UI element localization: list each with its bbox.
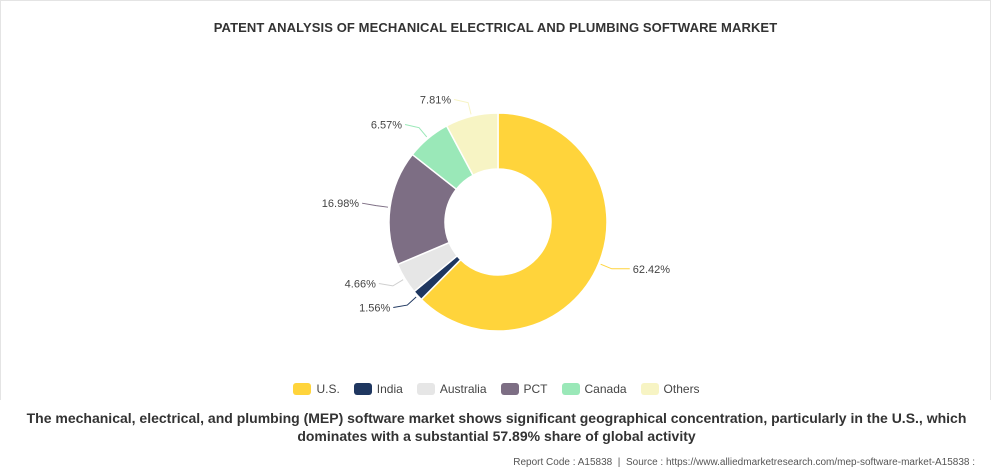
legend-swatch-pct [500, 383, 519, 395]
legend-item-australia[interactable]: Australia [416, 382, 487, 396]
legend-swatch-india [353, 383, 372, 395]
leader-india [393, 296, 417, 308]
source-line: Report Code : A15838 | Source : https://… [513, 457, 975, 468]
data-label-india: 1.56% [359, 302, 390, 314]
legend-item-pct[interactable]: PCT [500, 382, 548, 396]
legend-swatch-others [640, 383, 659, 395]
legend-label-india: India [376, 382, 403, 396]
data-label-canada: 6.57% [371, 119, 402, 131]
legend-swatch-u-s [293, 383, 312, 395]
report-code: Report Code : A15838 [513, 457, 613, 468]
chart-caption: The mechanical, electrical, and plumbing… [26, 410, 967, 444]
leader-pct [362, 202, 389, 208]
source-separator: | [617, 457, 621, 468]
leader-australia [378, 279, 404, 287]
slice-u-s[interactable] [420, 112, 608, 332]
legend-item-u-s[interactable]: U.S. [293, 382, 340, 396]
leader-others [454, 98, 472, 115]
data-label-others: 7.81% [420, 94, 451, 106]
leader-u-s [600, 263, 630, 270]
data-label-pct: 16.98% [322, 198, 360, 210]
legend-item-canada[interactable]: Canada [561, 382, 627, 396]
legend-label-australia: Australia [439, 382, 487, 396]
legend-swatch-australia [416, 383, 435, 395]
legend-label-canada: Canada [584, 382, 627, 396]
data-label-u-s: 62.42% [633, 264, 671, 276]
donut-chart: 62.42% 1.56% 4.66% 16.98% 6.57% 7.81% [322, 94, 671, 332]
legend-label-pct: PCT [523, 382, 548, 396]
chart-legend: U.S. India Australia PCT Canada Others [0, 382, 993, 396]
legend-item-india[interactable]: India [353, 382, 403, 396]
chart-frame [0, 0, 991, 400]
data-label-australia: 4.66% [345, 278, 376, 290]
legend-label-others: Others [663, 382, 700, 396]
legend-swatch-canada [561, 383, 580, 395]
chart-title: PATENT ANALYSIS OF MECHANICAL ELECTRICAL… [213, 20, 778, 35]
leader-canada [404, 124, 428, 138]
legend-item-others[interactable]: Others [640, 382, 700, 396]
source-link[interactable]: Source : https://www.alliedmarketresearc… [625, 457, 975, 468]
slice-others[interactable] [445, 112, 499, 177]
legend-label-u-s: U.S. [316, 382, 340, 396]
